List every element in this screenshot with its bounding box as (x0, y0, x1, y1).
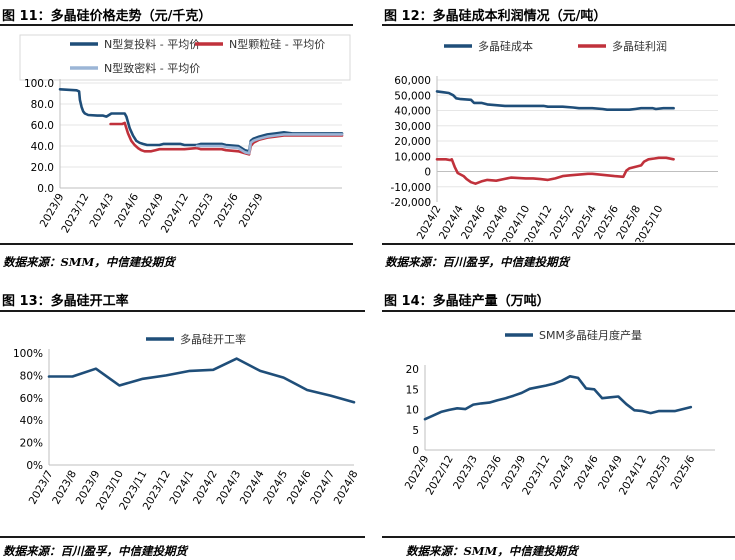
y-tick-label: 80.0 (31, 99, 54, 111)
chart-14-title: 图 14：多晶硅产量（万吨） (384, 294, 550, 309)
chart-11-title: 图 11：多晶硅价格走势（元/千克） (2, 9, 212, 24)
series-line-3 (195, 133, 344, 155)
monthly-output-chart: 051015202022/92022/122023/32023/62023/92… (403, 328, 715, 497)
chart-13-source: 数据来源：百川盈孚，中信建投期货 (3, 544, 187, 558)
x-tick-label: 2025/6 (669, 453, 698, 491)
y-tick-label: 20% (20, 438, 43, 450)
legend-label: 多晶硅利润 (612, 39, 667, 53)
series-line-2 (109, 121, 344, 156)
y-tick-label: 60% (20, 393, 43, 405)
legend-label: 多晶硅成本 (478, 39, 533, 53)
chart-14-source: 数据来源：SMM，中信建投期货 (406, 544, 578, 558)
series-line-2 (435, 156, 675, 185)
chart-14-source-rule (382, 536, 735, 538)
legend-label: N型复投料 - 平均价 (104, 37, 200, 51)
y-tick-label: 15 (406, 384, 419, 396)
y-tick-label: 0 (412, 445, 419, 457)
y-tick-label: 40% (20, 415, 43, 427)
chart-13-title-rule (0, 310, 365, 312)
chart-12-title: 图 12：多晶硅成本利润情况（元/吨） (384, 9, 607, 24)
y-tick-label: 60.0 (31, 120, 54, 132)
y-tick-label: 0% (26, 460, 43, 472)
chart-11-title-rule (0, 24, 353, 26)
y-tick-label: -20,000 (390, 197, 431, 209)
y-tick-label: 60,000 (394, 75, 431, 87)
chart-11-source: 数据来源：SMM，中信建投期货 (3, 255, 175, 269)
y-tick-label: 40,000 (394, 106, 431, 118)
chart-12-source-rule (382, 243, 735, 245)
y-tick-label: 0.0 (37, 183, 54, 195)
y-tick-label: 80% (20, 370, 43, 382)
y-tick-label: 20.0 (31, 162, 54, 174)
series-line-1 (58, 88, 344, 153)
cost-profit-chart: -20,000 -10,000 0 10,000 20,000 30,000 40,000 5… (390, 39, 718, 242)
chart-14-title-rule (382, 310, 735, 312)
series-line-1 (47, 357, 356, 404)
y-tick-label: 30,000 (394, 121, 431, 133)
legend-label: N型颗粒硅 - 平均价 (229, 37, 325, 51)
y-tick-label: 10 (406, 405, 419, 417)
chart-12-source: 数据来源：百川盈孚，中信建投期货 (385, 255, 569, 269)
y-tick-label: 0 (424, 167, 431, 179)
y-tick-label: 20,000 (394, 136, 431, 148)
y-tick-label: 50,000 (394, 90, 431, 102)
chart-11-source-rule (0, 243, 353, 245)
y-tick-label: 100% (13, 348, 43, 360)
chart-13-title: 图 13：多晶硅开工率 (2, 294, 129, 309)
y-tick-label: 40.0 (31, 141, 54, 153)
operating-rate-chart: 0%20%40%60%80%100%2023/72023/82023/92023… (13, 332, 361, 512)
y-tick-label: 10,000 (394, 151, 431, 163)
chart-12-title-rule (382, 24, 735, 26)
series-line-1 (423, 375, 693, 421)
x-tick-label: 2025/9 (237, 192, 266, 230)
y-tick-label: 20 (406, 364, 419, 376)
price-trend-chart: 0.020.040.060.080.0100.02023/92023/12202… (19, 34, 351, 235)
legend-label: SMM多晶硅月度产量 (539, 328, 642, 342)
y-tick-label: 100.0 (24, 78, 54, 90)
legend-label: 多晶硅开工率 (180, 332, 246, 346)
chart-13-source-rule (0, 536, 365, 538)
legend-label: N型致密料 - 平均价 (104, 61, 200, 75)
series-line-1 (435, 90, 675, 111)
y-tick-label: -10,000 (390, 182, 431, 194)
y-tick-label: 5 (412, 425, 419, 437)
